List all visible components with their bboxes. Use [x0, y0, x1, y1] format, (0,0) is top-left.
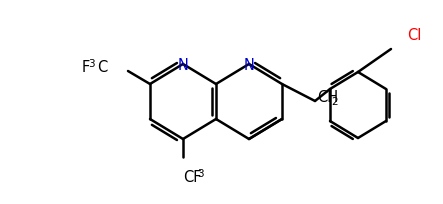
Text: N: N [244, 57, 254, 72]
Text: N: N [178, 57, 188, 72]
Text: C: C [97, 60, 107, 75]
Text: CF: CF [183, 170, 202, 185]
Text: 2: 2 [331, 96, 338, 106]
Text: F: F [82, 60, 90, 75]
Text: CH: CH [317, 90, 338, 105]
Text: Cl: Cl [407, 27, 421, 42]
Text: 3: 3 [88, 59, 95, 69]
Text: 3: 3 [197, 168, 204, 178]
